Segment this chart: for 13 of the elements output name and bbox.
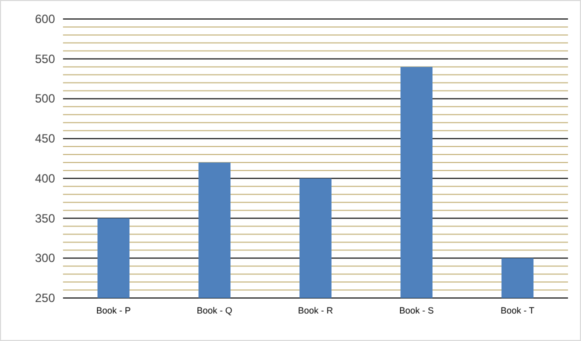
x-tick-label: Book - Q <box>196 306 232 316</box>
y-tick-label: 450 <box>34 132 56 146</box>
x-tick-label: Book - S <box>399 306 434 316</box>
y-tick-label: 550 <box>34 52 56 66</box>
y-tick-label: 600 <box>34 12 56 26</box>
y-tick-label: 250 <box>34 291 56 305</box>
y-tick-label: 350 <box>34 211 56 226</box>
y-tick-label: 300 <box>34 251 56 266</box>
x-tick-label: Book - P <box>96 306 131 316</box>
x-tick-label: Book - T <box>500 306 535 316</box>
x-tick-label: Book - R <box>298 306 334 316</box>
y-tick-label: 400 <box>34 171 56 186</box>
y-tick-label: 500 <box>34 92 56 106</box>
